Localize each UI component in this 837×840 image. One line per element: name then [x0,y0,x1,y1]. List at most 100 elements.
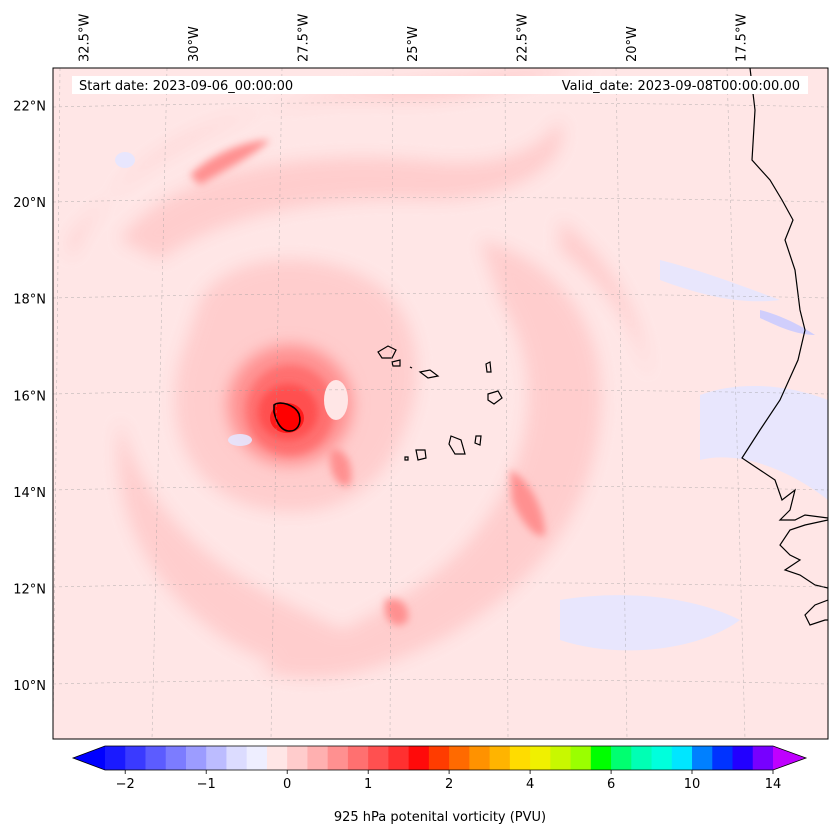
colorbar-cell [206,746,228,770]
lat-tick-label: 14°N [13,486,46,501]
colorbar-cell [125,746,147,770]
colorbar: −2 −1 0 1 2 4 6 10 14 925 hPa potenital vorticit… [71,745,808,825]
colorbar-cell [509,746,531,770]
colorbar-cell [368,746,389,770]
colorbar-tick-label: 0 [283,777,291,792]
pv-streak-layer [190,140,545,626]
colorbar-cell [631,746,653,770]
island-maio [474,435,482,446]
island-sal [485,361,492,373]
colorbar-cell [651,746,673,770]
island-boa-vista [487,390,503,405]
colorbar-cell [408,746,430,770]
colorbar-cell [752,746,774,770]
pv-field [70,68,828,679]
colorbar-tick-label: 14 [765,777,782,792]
valid-date-label: Valid_date: 2023-09-08T00:00:00.00 [562,79,800,94]
pv-neg-southeast [560,595,740,651]
date-banner [72,76,808,94]
colorbar-label: 925 hPa potenital vorticity (PVU) [334,810,546,825]
colorbar-cell [671,746,693,770]
island-santiago [448,435,466,455]
lat-tick-label: 20°N [13,196,46,211]
colorbar-tick-label: 4 [526,777,534,792]
pv-neg-northeast [660,260,780,302]
colorbar-cell [185,746,207,770]
pv-band-east-thin [560,220,650,380]
colorbar-cell [550,746,572,770]
island-sao-nicolau [418,369,440,379]
pv-spiral-band-south [118,420,431,673]
map-panel: Start date: 2023-09-06_00:00:00 Valid_da… [52,67,829,740]
lat-tick-label: 12°N [13,582,46,597]
pv-neg-coast [700,385,828,500]
colorbar-cell [428,746,450,770]
colorbar-cell [347,746,369,770]
colorbar-cell [165,746,187,770]
lon-tick-label: 20°W [625,26,640,62]
pv-streak-north [190,140,270,185]
lon-tick-label: 25°W [406,26,421,62]
lon-tick-label: 17.5°W [734,14,749,62]
colorbar-cell [105,746,126,770]
colorbar-cell [469,746,491,770]
island-santa-luzia [409,366,413,369]
longitude-tick-labels: 32.5°W 30°W 27.5°W 25°W 22.5°W 20°W 17.5°W [78,14,750,62]
map-frame [52,67,829,740]
colorbar-ticks: −2 −1 0 1 2 4 6 10 14 [116,770,782,792]
colorbar-tick-label: 10 [684,777,701,792]
lon-tick-label: 32.5°W [78,14,93,62]
island-sao-vicente [391,359,401,367]
island-brava [404,456,409,461]
colorbar-cell [246,746,268,770]
pv-neg-northwest [115,152,135,168]
colorbar-cell [145,746,167,770]
pv-streak-core-south [330,449,352,486]
lat-tick-label: 16°N [13,389,46,404]
colorbar-cell [489,746,511,770]
colorbar-tick-label: 2 [445,777,453,792]
lon-tick-label: 30°W [187,26,202,62]
pv-negative-patches [115,152,828,651]
colorbar-cells [105,746,774,770]
pv-spiral-band-east [260,240,602,679]
cape-verde-islands [377,345,503,461]
colorbar-under-arrow [73,746,105,770]
colorbar-cell [530,746,551,770]
pv-streak-east [510,470,545,536]
pv-core-contour [273,402,301,432]
colorbar-cell [611,746,632,770]
pv-band-north-inner [120,120,563,260]
colorbar-cell [307,746,329,770]
pv-core-gap [324,380,348,420]
colorbar-outline [71,745,808,771]
colorbar-cell [712,746,734,770]
lat-tick-label: 18°N [13,293,46,308]
island-fogo [415,449,427,461]
colorbar-cell [732,746,754,770]
island-santo-antao [377,345,397,359]
colorbar-tick-label: 1 [364,777,372,792]
colorbar-cell [692,746,713,770]
latitude-tick-labels: 22°N 20°N 18°N 16°N 14°N 12°N 10°N [13,100,46,694]
colorbar-cell [226,746,248,770]
lon-tick-label: 22.5°W [516,14,531,62]
colorbar-tick-label: −2 [116,777,135,792]
lat-tick-label: 10°N [13,679,46,694]
lon-tick-label: 27.5°W [297,14,312,62]
pv-neg-core-west [228,434,252,446]
pv-streak-south [385,598,409,626]
colorbar-tick-label: −1 [197,777,216,792]
start-date-label: Start date: 2023-09-06_00:00:00 [79,79,293,94]
colorbar-cell [449,746,470,770]
colorbar-over-arrow [773,746,806,770]
pv-neg-strip [760,310,815,335]
pv-vortex-core [228,345,352,465]
colorbar-tick-label: 6 [607,777,615,792]
gridlines [53,68,828,739]
colorbar-cell [388,746,410,770]
lat-tick-label: 22°N [13,100,46,115]
colorbar-cell [327,746,349,770]
